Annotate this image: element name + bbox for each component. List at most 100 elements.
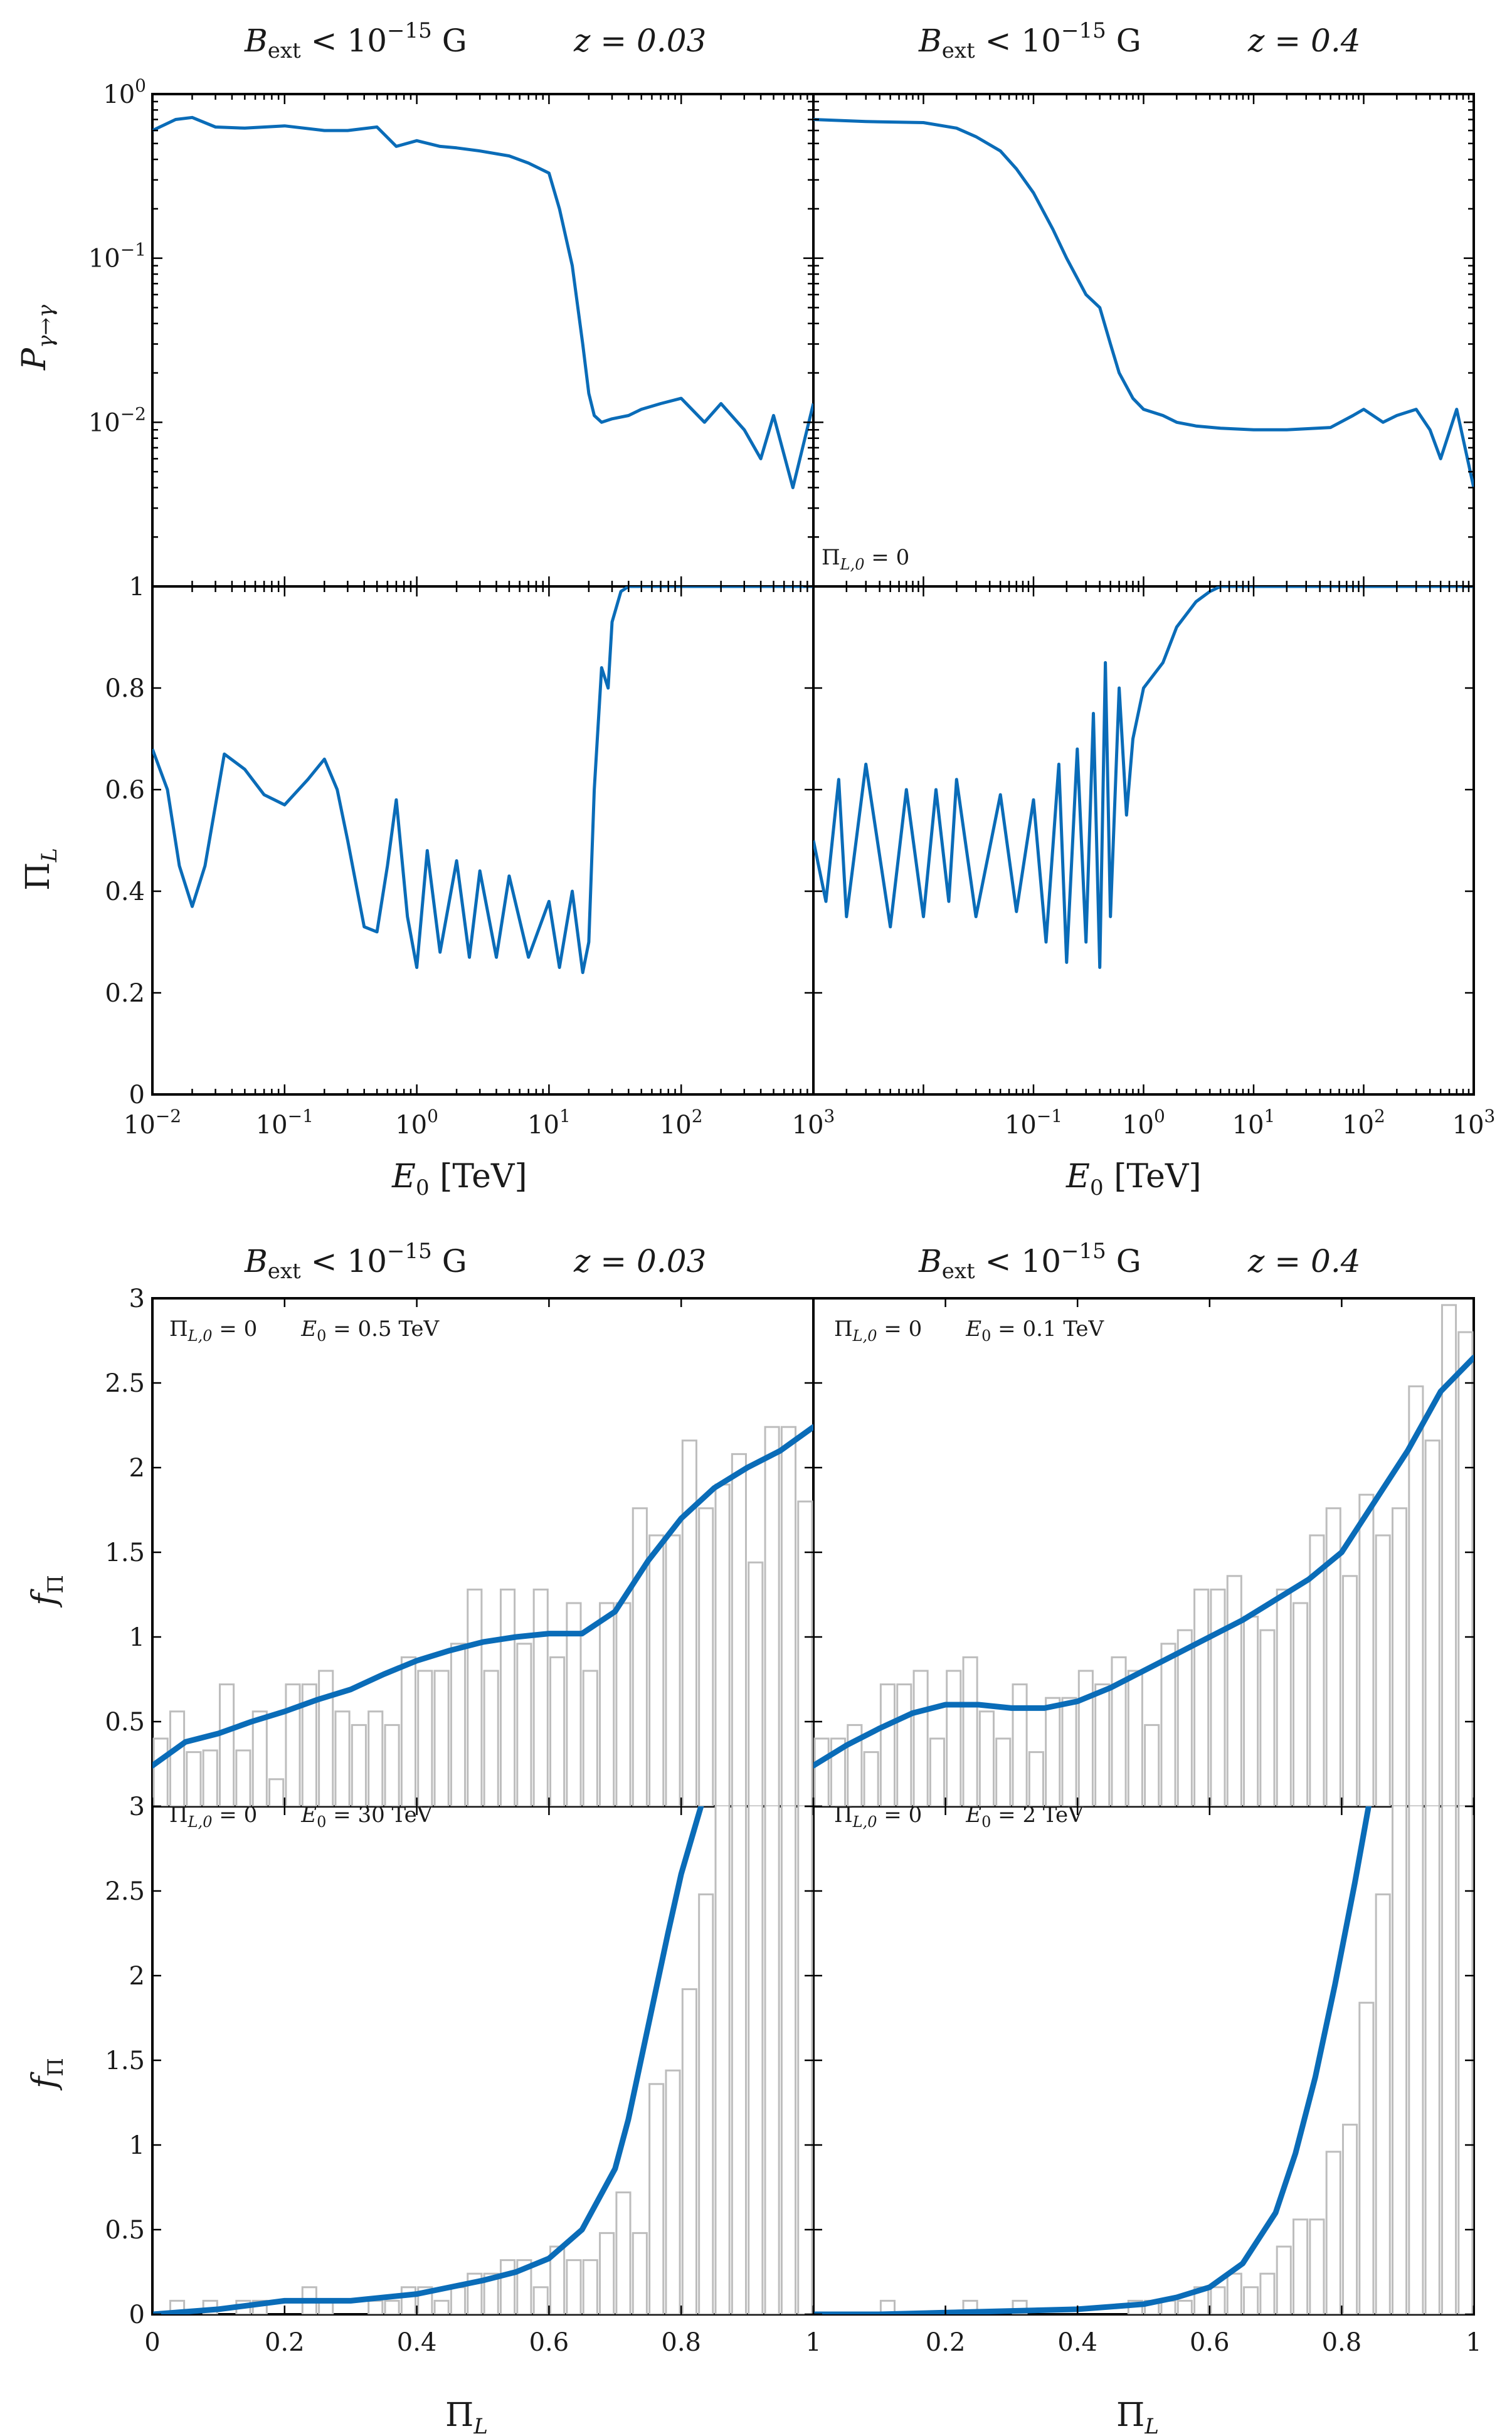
x-tick-label: 102 bbox=[1342, 1106, 1385, 1140]
annotation-br-upper: ΠL,0 = 0 E0 = 0.1 TeV bbox=[834, 1316, 1105, 1345]
tick-label-exponent: −1 bbox=[288, 1106, 314, 1126]
annotation-bl-upper: ΠL,0 = 0 E0 = 0.5 TeV bbox=[169, 1316, 440, 1345]
marks-panel-bottom-left-upper bbox=[152, 1424, 813, 1806]
histogram-bar bbox=[946, 1670, 962, 1806]
histogram-bar bbox=[1457, 1331, 1474, 1806]
histogram-bar bbox=[384, 1724, 400, 1806]
histogram-bar bbox=[1259, 2272, 1276, 2314]
histogram-bar bbox=[714, 1806, 731, 2314]
x-tick-label: 0.2 bbox=[926, 2328, 966, 2357]
marks-panel-bottom-right-upper bbox=[813, 1304, 1474, 1806]
histogram-bar bbox=[467, 1588, 483, 1806]
histogram-bar bbox=[615, 1602, 632, 1806]
series-line-P_gamma_gamma bbox=[813, 118, 1474, 489]
annotation-br-lower: ΠL,0 = 0 E0 = 2 TeV bbox=[834, 1803, 1084, 1831]
histogram-bar bbox=[532, 1588, 549, 1806]
histogram-bar bbox=[1309, 2218, 1325, 2314]
y-tick-label: 1 bbox=[129, 573, 145, 601]
x-tick-label: 103 bbox=[1452, 1106, 1496, 1140]
tick-label-exponent: 0 bbox=[135, 75, 146, 96]
tick-label-base: 10 bbox=[660, 1111, 692, 1140]
xlabel-E0-left: E0 [TeV] bbox=[391, 1158, 527, 1200]
histogram-bar bbox=[748, 1806, 764, 2314]
histogram-bar bbox=[499, 1588, 516, 1806]
histogram-bar bbox=[367, 1710, 384, 1806]
histogram-bar bbox=[764, 1806, 780, 2314]
y-tick-label: 2.5 bbox=[105, 1369, 145, 1398]
axis-ticks bbox=[151, 93, 1475, 2316]
x-tick-label: 0.6 bbox=[529, 2328, 569, 2357]
chart-marks bbox=[152, 115, 1474, 2314]
density-curve bbox=[813, 1806, 1372, 2314]
histogram-bar bbox=[516, 2259, 532, 2314]
histogram-bar bbox=[1012, 1683, 1028, 1806]
histogram-bar bbox=[1375, 1534, 1391, 1806]
tick-label-base: 10 bbox=[1232, 1111, 1264, 1140]
histogram-bar bbox=[1391, 1806, 1408, 2314]
histogram-bar bbox=[433, 2299, 450, 2314]
histogram-bar bbox=[516, 1643, 532, 1806]
histogram-bar bbox=[665, 1534, 681, 1806]
histogram-bar bbox=[1176, 2299, 1193, 2314]
histogram-bar bbox=[1144, 1724, 1160, 1806]
x-tick-label: 0.2 bbox=[265, 2328, 305, 2357]
marks-panel-top-left-upper bbox=[152, 115, 813, 489]
tick-label-base: 10 bbox=[88, 245, 120, 273]
histogram-bar bbox=[879, 1683, 896, 1806]
histogram-bar bbox=[714, 1483, 731, 1806]
ylabel-P: Pγ→γ bbox=[16, 304, 58, 371]
x-tick-label: 102 bbox=[660, 1106, 703, 1140]
histogram-bar bbox=[1226, 1575, 1242, 1806]
x-tick-label: 0 bbox=[144, 2328, 160, 2357]
histogram-bar bbox=[1094, 1683, 1111, 1806]
tick-label-exponent: 2 bbox=[1374, 1106, 1385, 1126]
ylabel-fPi-upper: fΠ bbox=[26, 1575, 68, 1608]
histogram-bar bbox=[566, 2259, 582, 2314]
histogram-bar bbox=[483, 1670, 499, 1806]
tick-label-base: 10 bbox=[1122, 1111, 1154, 1140]
tick-label-base: 10 bbox=[395, 1111, 427, 1140]
histogram-bar bbox=[285, 1683, 301, 1806]
panel-top-right-upper bbox=[812, 93, 1475, 588]
histogram-bar bbox=[1342, 2124, 1358, 2314]
annotation-pi0-top-right: ΠL,0 = 0 bbox=[822, 545, 909, 573]
panel-top-left-lower bbox=[151, 585, 815, 1096]
histogram-bar bbox=[780, 1426, 797, 1806]
histogram-bar bbox=[1441, 1304, 1457, 1806]
tick-label-exponent: 0 bbox=[1154, 1106, 1165, 1126]
tick-label-base: 10 bbox=[1342, 1111, 1374, 1140]
histogram-bar bbox=[599, 1602, 615, 1806]
histogram-bar bbox=[384, 2299, 400, 2314]
y-tick-label: 0.4 bbox=[105, 877, 145, 906]
histogram-bar bbox=[1424, 1439, 1441, 1806]
panel-top-left-upper bbox=[151, 93, 815, 588]
histogram-bar bbox=[1293, 1602, 1309, 1806]
y-tick-label: 1 bbox=[129, 1623, 145, 1652]
tick-label-base: 10 bbox=[88, 408, 120, 437]
tick-label-base: 10 bbox=[792, 1111, 824, 1140]
histogram-bar bbox=[351, 1724, 367, 1806]
histogram-bar bbox=[450, 1643, 467, 1806]
histogram-bar bbox=[1259, 1629, 1276, 1806]
histogram-bar bbox=[1293, 2218, 1309, 2314]
x-tick-label: 1 bbox=[805, 2328, 821, 2357]
histogram-bar bbox=[235, 1749, 251, 1806]
density-curve bbox=[152, 1424, 813, 1769]
histogram-bar bbox=[648, 1534, 665, 1806]
histogram-bar bbox=[1408, 1806, 1424, 2314]
histogram-bar bbox=[152, 1737, 169, 1806]
x-tick-label: 0.6 bbox=[1190, 2328, 1230, 2357]
tick-label-exponent: 2 bbox=[692, 1106, 703, 1126]
x-tick-label: 101 bbox=[1232, 1106, 1276, 1140]
y-tick-label: 0.6 bbox=[105, 776, 145, 805]
panel-bottom-right-upper bbox=[812, 1297, 1475, 1808]
histogram-bar bbox=[1045, 1697, 1061, 1806]
series-line-P_gamma_gamma bbox=[152, 115, 813, 489]
histogram-bar bbox=[169, 1710, 186, 1806]
y-tick-label: 1 bbox=[129, 2131, 145, 2160]
series-line-Pi_L bbox=[813, 586, 1474, 969]
y-tick-label: 2 bbox=[129, 1454, 145, 1483]
tick-label-base: 10 bbox=[1452, 1111, 1484, 1140]
histogram-bar bbox=[334, 1710, 351, 1806]
panel-bottom-right-lower bbox=[812, 1805, 1475, 2316]
